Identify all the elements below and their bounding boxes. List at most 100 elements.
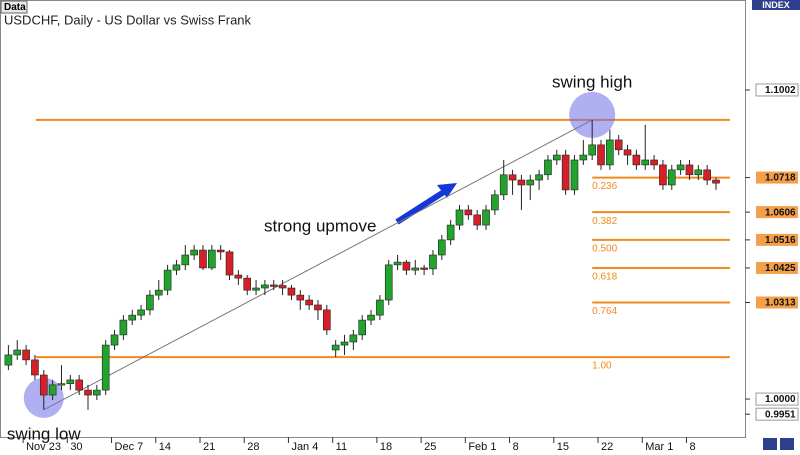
candle-body: [508, 174, 517, 181]
candle-body: [119, 319, 128, 336]
candle-body: [623, 149, 632, 156]
candle-body: [712, 179, 720, 184]
candle-body: [446, 224, 455, 241]
candle-body: [252, 287, 260, 291]
swing-connector: [43, 119, 593, 411]
candle-body: [48, 384, 57, 396]
candle-body: [93, 389, 101, 396]
candle-body: [376, 299, 384, 316]
fib-label: 1.00: [592, 361, 612, 372]
candle-body: [75, 379, 83, 391]
y-tick-box: [755, 83, 799, 97]
x-tick-label: 14: [159, 441, 171, 453]
candle-body: [632, 154, 641, 166]
x-tick-label: 8: [513, 441, 519, 453]
nav-button[interactable]: [780, 438, 794, 450]
x-tick-label: 28: [247, 441, 259, 453]
candle-body: [384, 264, 393, 301]
candle-body: [597, 144, 605, 166]
x-tick-label: 8: [689, 441, 695, 453]
candle-body: [393, 261, 402, 266]
upmove-arrowhead: [437, 183, 457, 198]
candle-body: [685, 164, 694, 176]
data-tab[interactable]: [0, 0, 28, 14]
candle-body: [216, 249, 225, 253]
y-tick-box: [756, 206, 798, 219]
candle-body: [614, 139, 623, 151]
candle-body: [243, 277, 252, 291]
candle-body: [128, 314, 137, 321]
candle-body: [22, 349, 30, 361]
y-tick-label: 1.1002: [765, 85, 796, 96]
x-tick-label: 15: [557, 441, 569, 453]
candle-body: [305, 299, 313, 306]
candle-body: [561, 154, 570, 191]
candle-body: [278, 285, 287, 289]
candle-body: [340, 341, 349, 346]
candle-body: [552, 154, 561, 161]
x-tick-label: 11: [336, 441, 347, 453]
y-tick-label: 1.0516: [765, 235, 796, 246]
candle-body: [358, 319, 367, 336]
candle-body: [314, 304, 322, 311]
x-tick-label: Nov 23: [26, 441, 61, 453]
candle-body: [420, 267, 428, 270]
candle-body: [84, 389, 92, 396]
candle-body: [579, 154, 588, 161]
candle-body: [31, 359, 39, 376]
candle-body: [225, 251, 234, 276]
candle-body: [269, 284, 278, 287]
candle-body: [499, 174, 508, 196]
x-tick-label: 22: [601, 441, 613, 453]
index-label: INDEX: [762, 0, 790, 10]
x-tick-label: Jan 4: [291, 441, 318, 453]
upmove-arrow: [395, 187, 449, 225]
candle-body: [588, 144, 596, 156]
candle-body: [190, 249, 198, 256]
fib-label: 0.764: [592, 306, 617, 317]
fib-label: 0.382: [592, 216, 617, 227]
candle-body: [163, 269, 172, 291]
y-tick-box: [756, 233, 798, 246]
y-tick-label: 0.9951: [765, 409, 796, 420]
candle-body: [650, 159, 658, 166]
candle-body: [659, 164, 667, 186]
candle-body: [570, 159, 579, 191]
candle-body: [331, 344, 340, 351]
candle-body: [526, 179, 535, 186]
candle-body: [234, 274, 243, 279]
candle-body: [154, 289, 163, 296]
candle-body: [137, 309, 145, 316]
candle-body: [676, 164, 685, 171]
candle-body: [287, 287, 296, 296]
x-tick-label: 25: [424, 441, 436, 453]
y-tick-box: [756, 171, 798, 184]
x-tick-label: 18: [380, 441, 392, 453]
x-tick-label: 30: [70, 441, 82, 453]
candle-body: [349, 334, 358, 343]
x-tick-label: Mar 1: [645, 441, 673, 453]
candle-body: [455, 209, 464, 226]
fib-label: 0.618: [592, 272, 617, 283]
candle-body: [703, 169, 711, 181]
index-box: [752, 0, 800, 10]
candle-body: [172, 264, 181, 271]
candle-body: [110, 334, 119, 346]
nav-button[interactable]: [763, 438, 777, 450]
candle-body: [482, 209, 490, 226]
candle-body: [473, 214, 481, 226]
candle-body: [402, 261, 411, 271]
x-tick-label: Dec 7: [115, 441, 144, 453]
candle-body: [296, 294, 305, 301]
y-tick-label: 1.0606: [765, 207, 796, 218]
y-tick-label: 1.0000: [765, 394, 796, 405]
candle-body: [323, 309, 331, 331]
candle-body: [544, 159, 552, 176]
y-tick-box: [755, 407, 799, 421]
fib-label: 0.236: [592, 181, 617, 192]
data-tab-label: Data: [4, 2, 26, 13]
candle-body: [667, 169, 676, 186]
x-tick-label: Feb 1: [468, 441, 496, 453]
